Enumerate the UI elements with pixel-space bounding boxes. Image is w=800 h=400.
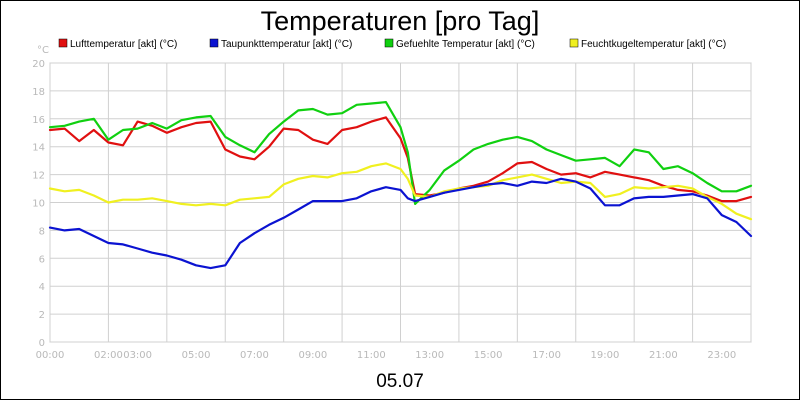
x-axis-date-label: 05.07 — [376, 371, 424, 392]
x-axis-ticks: 00:00 02:00 03:00 05:00 07:00 09:00 11:00 13:00… — [36, 350, 737, 361]
legend-swatch — [58, 38, 68, 48]
x-tick-label: 09:00 — [298, 350, 327, 361]
x-tick-label: 07:00 — [240, 350, 269, 361]
series-lines — [48, 100, 753, 270]
legend-item: Taupunkttemperatur [akt] (°C) — [209, 38, 352, 50]
series-line-2 — [48, 100, 753, 205]
y-tick-label: 2 — [39, 310, 45, 321]
legend-item: Feuchtkugeltemperatur [akt] (°C) — [569, 38, 726, 50]
x-tick-label: 11:00 — [357, 350, 386, 361]
legend-swatch — [384, 38, 394, 48]
y-tick-label: 4 — [39, 282, 45, 293]
series-line-1 — [48, 177, 753, 270]
x-tick-label: 17:00 — [532, 350, 561, 361]
chart-title: Temperaturen [pro Tag] — [261, 6, 540, 36]
series-line-3 — [48, 162, 753, 221]
y-tick-label: 8 — [39, 226, 45, 237]
y-tick-label: 14 — [32, 143, 45, 154]
x-tick-label: 19:00 — [591, 350, 620, 361]
x-tick-label: 03:00 — [123, 350, 152, 361]
legend-label: Gefuehlte Temperatur [akt] (°C) — [396, 39, 535, 50]
x-tick-label: 21:00 — [649, 350, 678, 361]
y-tick-label: 6 — [39, 254, 45, 265]
y-axis-unit: °C — [37, 45, 49, 56]
legend-item: Lufttemperatur [akt] (°C) — [58, 38, 177, 50]
y-axis-ticks: 0 2 4 6 8 10 12 14 16 18 20 — [32, 59, 45, 349]
legend-label: Taupunkttemperatur [akt] (°C) — [221, 39, 352, 50]
legend-swatch — [569, 38, 579, 48]
x-tick-label: 05:00 — [182, 350, 211, 361]
y-tick-label: 20 — [32, 59, 45, 70]
grid — [49, 62, 752, 343]
series-line-0 — [48, 116, 753, 203]
x-tick-label: 15:00 — [474, 350, 503, 361]
y-tick-label: 0 — [39, 338, 45, 349]
x-tick-label: 00:00 — [36, 350, 65, 361]
legend-item: Gefuehlte Temperatur [akt] (°C) — [384, 38, 535, 50]
x-tick-label: 23:00 — [707, 350, 736, 361]
x-tick-label: 13:00 — [415, 350, 444, 361]
x-tick-label: 02:00 — [94, 350, 123, 361]
legend-label: Feuchtkugeltemperatur [akt] (°C) — [581, 39, 726, 50]
legend-swatch — [209, 38, 219, 48]
y-tick-label: 10 — [32, 199, 45, 210]
y-tick-label: 18 — [32, 87, 45, 98]
legend-label: Lufttemperatur [akt] (°C) — [70, 39, 177, 50]
y-tick-label: 16 — [32, 115, 45, 126]
y-tick-label: 12 — [32, 171, 45, 182]
legend: Lufttemperatur [akt] (°C) Taupunkttempera… — [58, 38, 726, 50]
